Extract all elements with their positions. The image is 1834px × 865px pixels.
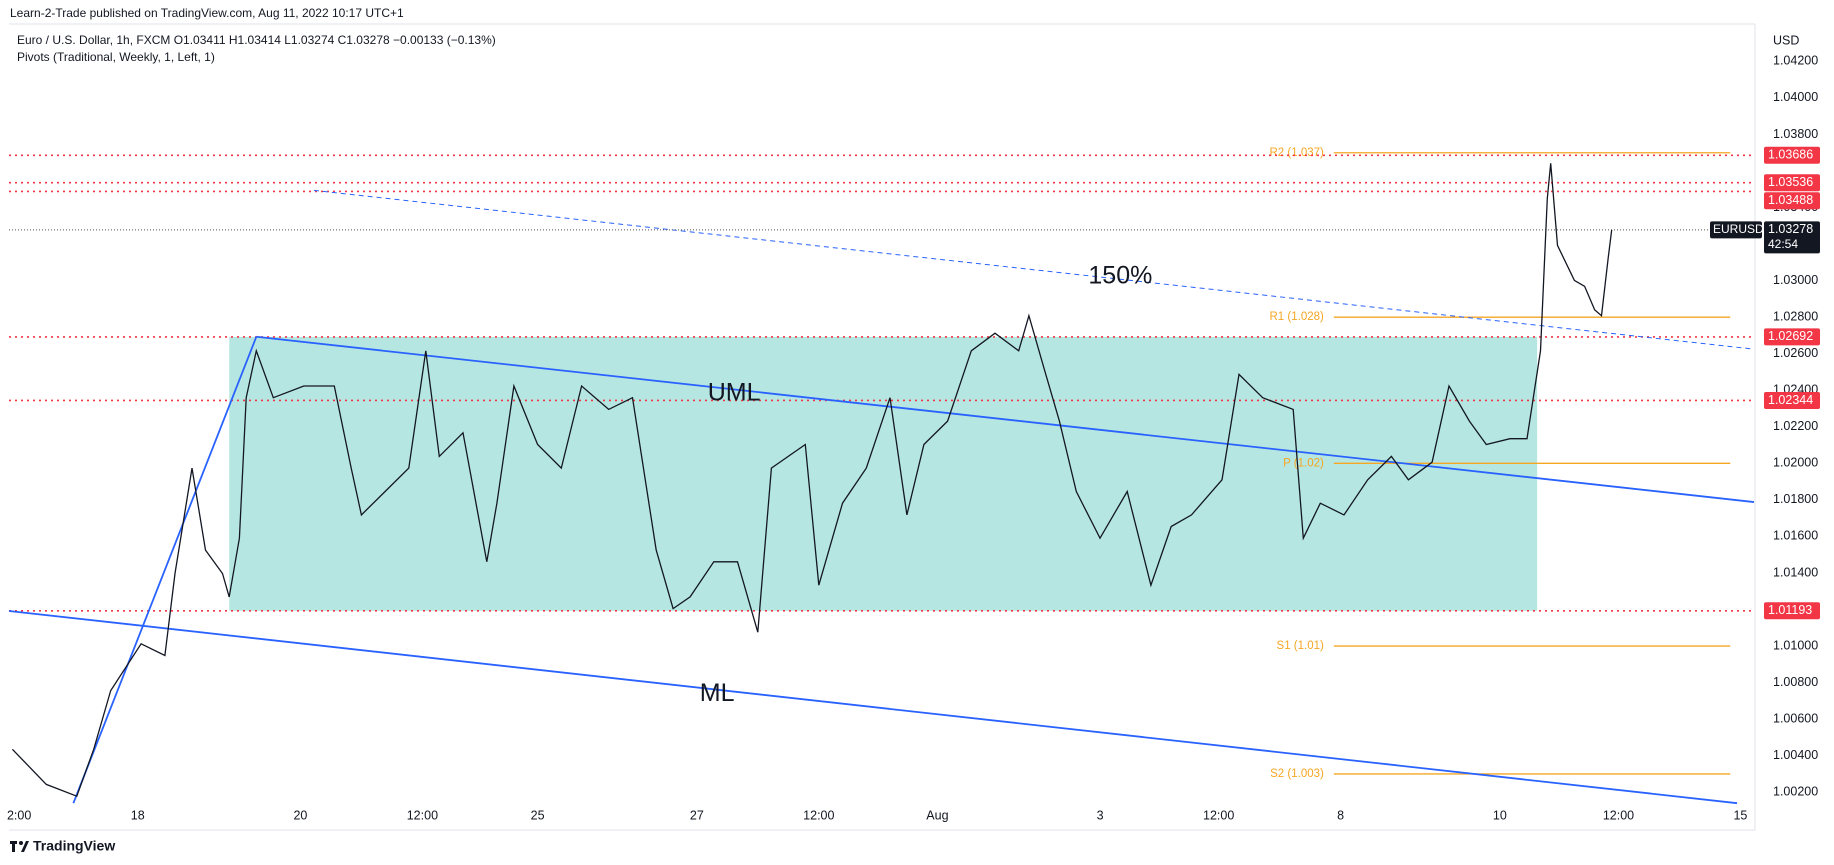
level-label: 1.03536 <box>1768 175 1813 189</box>
x-tick-label: Aug <box>926 808 948 822</box>
trendline <box>8 610 1738 805</box>
x-tick-label: 12:00 <box>1603 808 1634 822</box>
x-tick-label: 12:00 <box>1203 808 1234 822</box>
trendline <box>72 336 258 804</box>
y-tick-label: 1.00200 <box>1773 785 1818 799</box>
publisher: Learn-2-Trade published on TradingView.c… <box>10 6 404 20</box>
trendline <box>313 189 1755 350</box>
pivot-label: R1 (1.028) <box>1270 311 1325 323</box>
x-tick-label: 2:00 <box>7 808 31 822</box>
level-label-box <box>1764 192 1820 210</box>
x-tick-label: 20 <box>293 808 307 822</box>
y-tick-label: 1.00600 <box>1773 711 1818 725</box>
price-box <box>1764 221 1820 254</box>
chart-subtitle: Pivots (Traditional, Weekly, 1, Left, 1) <box>17 50 215 64</box>
x-tick-label: 18 <box>131 808 145 822</box>
level-label-box <box>1764 328 1820 346</box>
y-tick-label: 1.04200 <box>1773 54 1818 68</box>
pivot-label: S2 (1.003) <box>1270 768 1324 780</box>
level-label-box <box>1764 391 1820 409</box>
level-label: 1.02344 <box>1768 393 1813 407</box>
y-tick-label: 1.00400 <box>1773 748 1818 762</box>
y-tick-label: 1.00800 <box>1773 675 1818 689</box>
trendline <box>256 335 1755 503</box>
x-tick-label: 25 <box>531 808 545 822</box>
level-label-box <box>1764 602 1820 620</box>
level-label-box <box>1764 146 1820 164</box>
pivot-label: S1 (1.01) <box>1277 640 1324 652</box>
y-unit: USD <box>1773 33 1799 47</box>
level-label: 1.03488 <box>1768 193 1813 207</box>
pivot-label: R2 (1.037) <box>1270 147 1325 159</box>
annotation: UML <box>708 379 761 407</box>
x-tick-label: 27 <box>690 808 704 822</box>
y-tick-label: 1.02600 <box>1773 346 1818 360</box>
logo <box>10 841 29 852</box>
chart-title: Euro / U.S. Dollar, 1h, FXCM O1.03411 H1… <box>17 33 496 47</box>
level-label: 1.03686 <box>1768 148 1813 162</box>
symbol-label: EURUSD <box>1713 222 1764 236</box>
y-tick-label: 1.02800 <box>1773 309 1818 323</box>
y-tick-label: 1.03000 <box>1773 273 1818 287</box>
price-label: 1.03278 <box>1768 222 1813 236</box>
x-tick-label: 15 <box>1733 808 1747 822</box>
range-zone <box>229 336 1538 611</box>
y-tick-label: 1.01000 <box>1773 638 1818 652</box>
x-tick-label: 3 <box>1097 808 1104 822</box>
annotation: ML <box>700 679 735 707</box>
symbol-box <box>1710 221 1762 239</box>
x-tick-label: 12:00 <box>407 808 438 822</box>
x-tick-label: 10 <box>1493 808 1507 822</box>
x-tick-label: 12:00 <box>803 808 834 822</box>
y-tick-label: 1.01400 <box>1773 565 1818 579</box>
y-tick-label: 1.02200 <box>1773 419 1818 433</box>
level-label: 1.02692 <box>1768 329 1813 343</box>
x-tick-label: 8 <box>1337 808 1344 822</box>
y-tick-label: 1.01800 <box>1773 492 1818 506</box>
y-tick-label: 1.04000 <box>1773 90 1818 104</box>
level-label: 1.01193 <box>1768 603 1812 617</box>
y-tick-label: 1.02000 <box>1773 456 1818 470</box>
price-line <box>11 163 1613 798</box>
pivot-label: P (1.02) <box>1283 457 1324 469</box>
countdown-label: 42:54 <box>1768 237 1798 251</box>
footer: TradingView <box>33 838 115 854</box>
y-tick-label: 1.01600 <box>1773 529 1818 543</box>
level-label-box <box>1764 174 1820 192</box>
annotation: 150% <box>1088 262 1152 290</box>
y-tick-label: 1.03800 <box>1773 127 1818 141</box>
